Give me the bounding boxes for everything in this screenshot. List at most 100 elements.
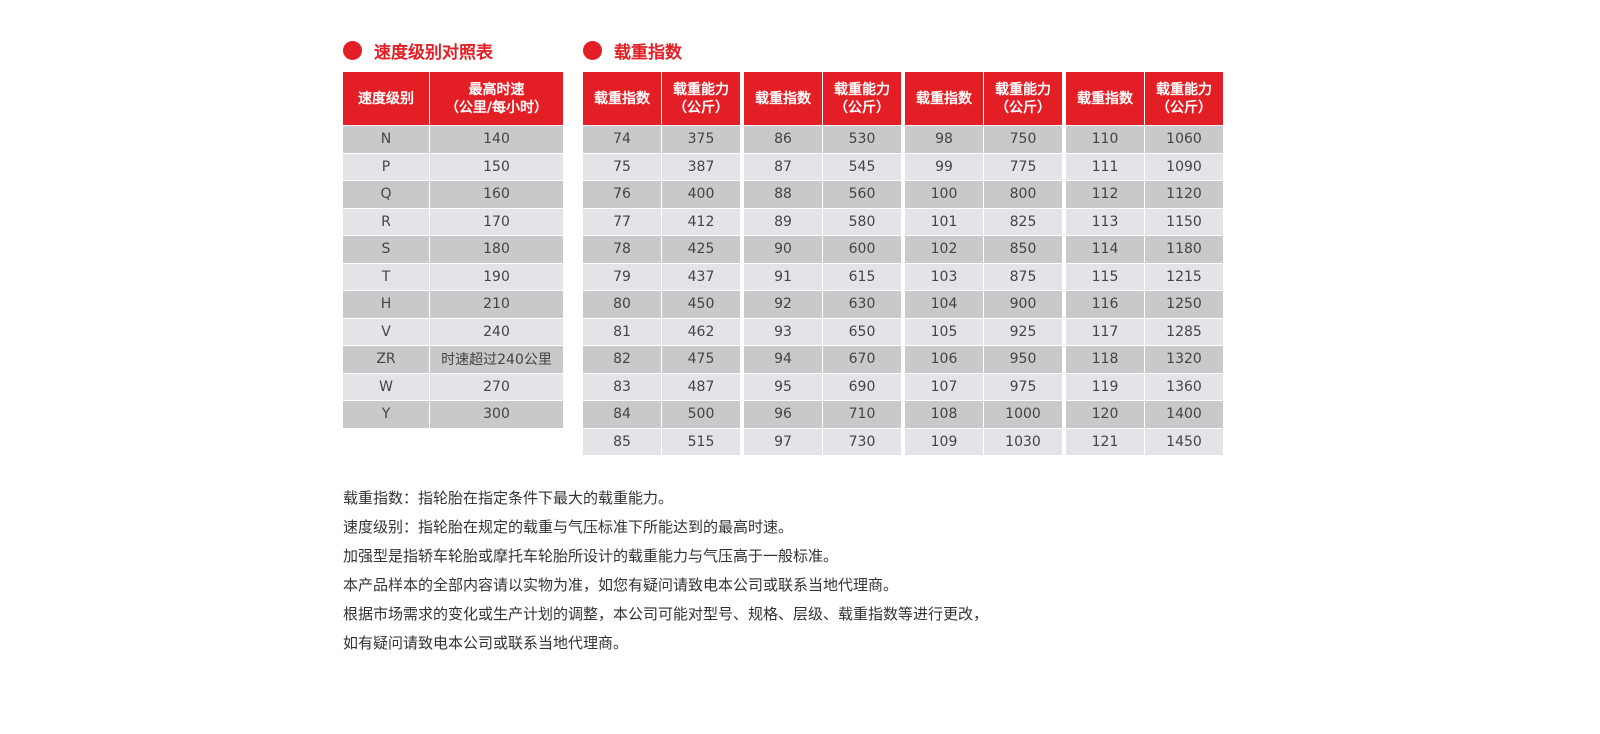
speed-rating-cell: Y — [343, 401, 429, 428]
load-capacity-cell: 545 — [823, 153, 901, 180]
table-row: T 190 — [343, 263, 563, 290]
table-row: 109 1030 — [905, 428, 1062, 455]
table-row: ZR 时速超过240公里 — [343, 346, 563, 373]
load-capacity-cell: 775 — [984, 153, 1062, 180]
load-index-cell: 98 — [905, 126, 983, 153]
load-capacity-cell: 750 — [984, 126, 1062, 153]
load-capacity-cell: 487 — [662, 373, 740, 400]
load-index-table: 载重指数 载重能力 （公斤） 98 750 99 775 100 800 101 825 102 850… — [904, 71, 1063, 456]
speed-rating-cell: P — [343, 153, 429, 180]
load-capacity-cell: 515 — [662, 428, 740, 455]
load-capacity-cell: 600 — [823, 236, 901, 263]
load-index-cell: 108 — [905, 401, 983, 428]
load-index-table: 载重指数 载重能力 （公斤） 110 1060 111 1090 112 1120 113 1150… — [1065, 71, 1224, 456]
table-row: 94 670 — [744, 346, 901, 373]
load-index-table: 载重指数 载重能力 （公斤） 86 530 87 545 88 560 89 580 90 600 91 6… — [743, 71, 902, 456]
load-index-cell: 85 — [583, 428, 661, 455]
table-row: 74 375 — [583, 126, 740, 153]
load-capacity-cell: 950 — [984, 346, 1062, 373]
load-index-cell: 82 — [583, 346, 661, 373]
column-header: 载重能力 （公斤） — [984, 72, 1062, 125]
speed-rating-cell: V — [343, 318, 429, 345]
load-index-cell: 96 — [744, 401, 822, 428]
table-row: 86 530 — [744, 126, 901, 153]
table-row: 77 412 — [583, 208, 740, 235]
note-line: 如有疑问请致电本公司或联系当地代理商。 — [343, 634, 629, 652]
load-capacity-cell: 387 — [662, 153, 740, 180]
load-capacity-cell: 670 — [823, 346, 901, 373]
max-speed-cell: 190 — [430, 263, 563, 290]
table-row: 102 850 — [905, 236, 1062, 263]
load-capacity-cell: 450 — [662, 291, 740, 318]
table-row: 91 615 — [744, 263, 901, 290]
max-speed-cell: 150 — [430, 153, 563, 180]
load-index-cell: 95 — [744, 373, 822, 400]
table-row: 98 750 — [905, 126, 1062, 153]
max-speed-cell: 300 — [430, 401, 563, 428]
load-capacity-cell: 1180 — [1145, 236, 1223, 263]
load-table-title: 载重指数 — [583, 38, 682, 63]
load-index-cell: 106 — [905, 346, 983, 373]
table-row: 112 1120 — [1066, 181, 1223, 208]
table-row: 106 950 — [905, 346, 1062, 373]
max-speed-cell: 160 — [430, 181, 563, 208]
table-row: 87 545 — [744, 153, 901, 180]
load-index-table: 载重指数 载重能力 （公斤） 74 375 75 387 76 400 77 412 78 425 79 4… — [582, 71, 741, 456]
max-speed-cell: 240 — [430, 318, 563, 345]
column-header: 载重指数 — [583, 72, 661, 125]
note-line: 载重指数：指轮胎在指定条件下最大的载重能力。 — [343, 489, 674, 507]
table-row: S 180 — [343, 236, 563, 263]
load-index-cell: 116 — [1066, 291, 1144, 318]
max-speed-cell: 时速超过240公里 — [430, 346, 563, 373]
load-index-cell: 78 — [583, 236, 661, 263]
load-index-cell: 102 — [905, 236, 983, 263]
load-index-cell: 84 — [583, 401, 661, 428]
table-row: 89 580 — [744, 208, 901, 235]
load-index-cell: 90 — [744, 236, 822, 263]
load-capacity-cell: 1000 — [984, 401, 1062, 428]
column-header: 载重能力 （公斤） — [823, 72, 901, 125]
load-capacity-cell: 1030 — [984, 428, 1062, 455]
note-line: 加强型是指轿车轮胎或摩托车轮胎所设计的载重能力与气压高于一般标准。 — [343, 547, 839, 565]
table-row: 116 1250 — [1066, 291, 1223, 318]
note-line: 根据市场需求的变化或生产计划的调整，本公司可能对型号、规格、层级、载重指数等进行… — [343, 605, 989, 623]
speed-rating-table: 速度级别 最高时速 （公里/每小时） N 140 P 150 Q 160 R 170 S 180 T 19… — [342, 71, 564, 429]
max-speed-cell: 270 — [430, 373, 563, 400]
load-capacity-cell: 710 — [823, 401, 901, 428]
load-index-cell: 81 — [583, 318, 661, 345]
load-index-cell: 86 — [744, 126, 822, 153]
speed-rating-cell: R — [343, 208, 429, 235]
table-row: W 270 — [343, 373, 563, 400]
load-capacity-cell: 1215 — [1145, 263, 1223, 290]
load-index-cell: 74 — [583, 126, 661, 153]
table-row: 111 1090 — [1066, 153, 1223, 180]
load-capacity-cell: 900 — [984, 291, 1062, 318]
table-row: 80 450 — [583, 291, 740, 318]
load-capacity-cell: 875 — [984, 263, 1062, 290]
column-header: 速度级别 — [343, 72, 429, 125]
load-index-cell: 94 — [744, 346, 822, 373]
load-capacity-cell: 400 — [662, 181, 740, 208]
load-capacity-cell: 690 — [823, 373, 901, 400]
max-speed-cell: 170 — [430, 208, 563, 235]
table-row: 93 650 — [744, 318, 901, 345]
load-capacity-cell: 800 — [984, 181, 1062, 208]
load-index-cell: 110 — [1066, 126, 1144, 153]
table-row: V 240 — [343, 318, 563, 345]
load-capacity-cell: 630 — [823, 291, 901, 318]
load-index-cell: 83 — [583, 373, 661, 400]
note-line: 本产品样本的全部内容请以实物为准，如您有疑问请致电本公司或联系当地代理商。 — [343, 576, 899, 594]
table-row: 114 1180 — [1066, 236, 1223, 263]
column-header: 载重指数 — [905, 72, 983, 125]
table-row: 79 437 — [583, 263, 740, 290]
load-capacity-cell: 1250 — [1145, 291, 1223, 318]
table-row: 107 975 — [905, 373, 1062, 400]
load-capacity-cell: 412 — [662, 208, 740, 235]
table-row: Y 300 — [343, 401, 563, 428]
load-index-cell: 93 — [744, 318, 822, 345]
load-capacity-cell: 825 — [984, 208, 1062, 235]
table-row: 108 1000 — [905, 401, 1062, 428]
column-header: 载重指数 — [1066, 72, 1144, 125]
load-index-cell: 100 — [905, 181, 983, 208]
column-header: 载重能力 （公斤） — [1145, 72, 1223, 125]
